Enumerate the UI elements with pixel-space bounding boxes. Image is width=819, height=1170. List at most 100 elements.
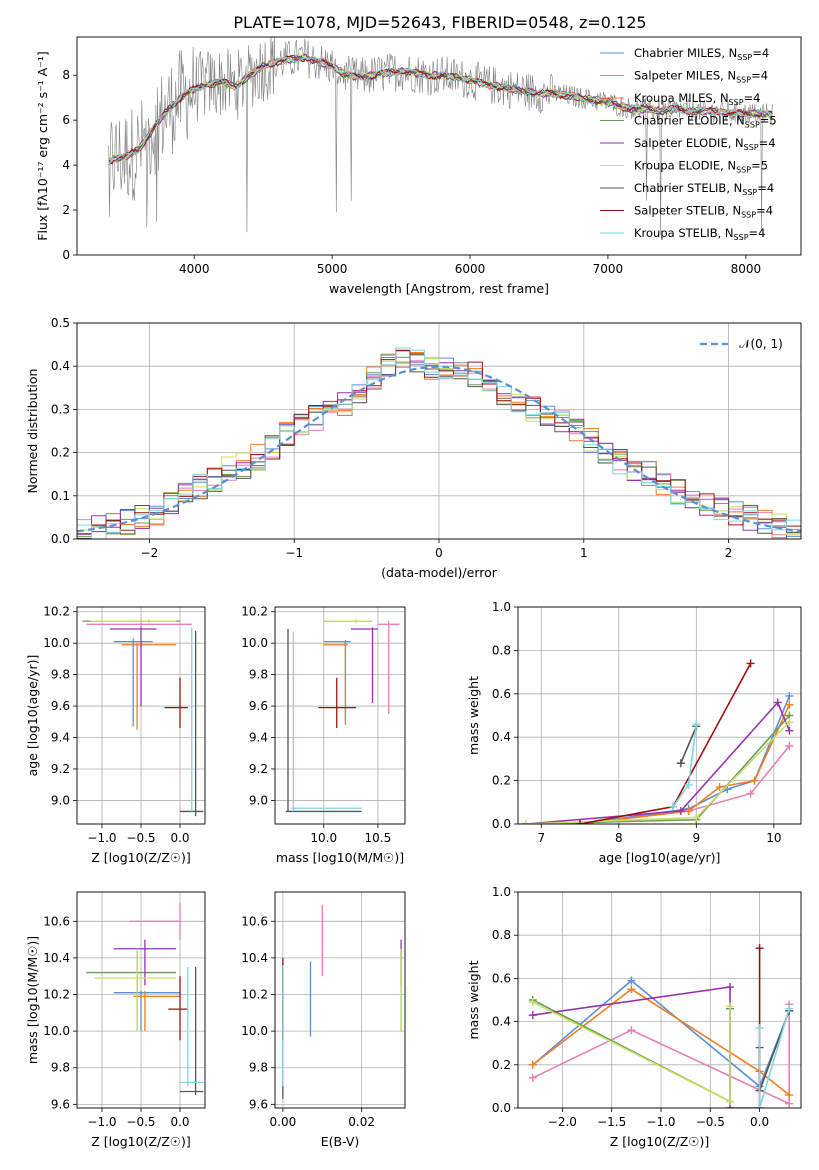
errorbar-chabrier-miles — [113, 990, 181, 1032]
axes-frame — [76, 606, 206, 825]
y-tick-label: 10.2 — [43, 605, 70, 619]
series-marker — [676, 759, 685, 768]
y-tick-label: 9.6 — [249, 699, 268, 713]
series-line — [532, 1004, 790, 1105]
mass-vs-Z-axes: −1.0 −0.5 0.0 9.6 9.8 10.0 10.2 10.4 10.6 Z [log1… — [25, 891, 206, 1149]
y-tick-label: 0.4 — [492, 730, 511, 744]
y-tick-label: 1.0 — [492, 885, 511, 899]
age-vs-mass-plot-area — [285, 619, 400, 813]
y-axis-label: mass weight — [466, 676, 481, 755]
legend-entry: Kroupa MILES, NSSP=4 — [634, 91, 760, 107]
legend-entry: Chabrier MILES, NSSP=4 — [634, 46, 769, 62]
y-tick-label: 0.6 — [492, 971, 511, 985]
axes-frame — [517, 891, 802, 1109]
x-tick-label: −1 — [285, 546, 303, 560]
y-tick-label: 9.4 — [249, 731, 268, 745]
x-tick-label: 10.0 — [310, 831, 337, 845]
model-line-salpeter-stelib — [108, 55, 773, 165]
x-tick-label: 6000 — [455, 262, 486, 276]
y-tick-label: 9.6 — [51, 699, 70, 713]
series-marker — [669, 802, 678, 811]
x-tick-label: 4000 — [179, 262, 210, 276]
y-tick-label: 0.0 — [492, 1101, 511, 1115]
massweight-vs-age-axes: 7 8 9 10 0.0 0.2 0.4 0.6 0.8 1.0 age [log10(age/yr… — [466, 600, 802, 865]
histogram-chabrier-stelib — [77, 349, 801, 539]
legend-entry: Salpeter MILES, NSSP=4 — [634, 69, 768, 85]
y-tick-label: 10.6 — [241, 914, 268, 928]
series-marker — [627, 976, 636, 985]
axes-frame — [76, 36, 802, 256]
series-marker — [726, 983, 735, 992]
series-marker — [627, 985, 636, 994]
y-tick-label: 4 — [62, 158, 70, 172]
x-axis-label: (data-model)/error — [381, 565, 498, 580]
y-axis-label: age [log10(age/yr)] — [25, 655, 40, 777]
series-marker — [684, 780, 693, 789]
x-tick-label: −1.0 — [646, 1115, 675, 1129]
spectrum-axes: 4000 5000 6000 7000 8000 0 2 4 6 8 wavelength [Ang… — [35, 36, 802, 296]
errorbar-kroupa-miles — [133, 990, 181, 1032]
series-marker — [785, 1099, 794, 1108]
y-tick-label: 6 — [62, 113, 70, 127]
histogram-kroupa-stelib — [77, 347, 801, 539]
errorbar-kroupa-elodie — [323, 619, 373, 623]
series-marker — [528, 1060, 537, 1069]
series-marker — [755, 944, 764, 953]
massweight-vs-age-plot-area — [521, 659, 794, 824]
series-kroupa-elodie — [521, 718, 794, 824]
y-tick-label: 10.2 — [241, 988, 268, 1002]
model-line-kroupa-stelib — [108, 56, 773, 165]
series-marker — [785, 1004, 794, 1013]
x-tick-label: 7000 — [593, 262, 624, 276]
y-tick-label: 10.0 — [241, 636, 268, 650]
series-chabrier-elodie — [528, 996, 735, 1106]
y-axis-label: mass weight — [466, 960, 481, 1039]
residuals-axes: −2 −1 0 1 2 0.0 0.1 0.2 0.3 0.4 0.5 (data-model)/er… — [25, 316, 802, 580]
x-tick-label: 10.5 — [365, 831, 392, 845]
series-marker — [692, 813, 701, 822]
series-line — [758, 1008, 790, 1108]
y-tick-label: 0.0 — [51, 532, 70, 546]
y-tick-label: 0.2 — [51, 446, 70, 460]
x-tick-label: 10 — [766, 831, 781, 845]
y-tick-label: 0.6 — [492, 687, 511, 701]
x-tick-label: −1.0 — [87, 1115, 116, 1129]
errorbar-chabrier-stelib — [285, 629, 362, 813]
y-tick-label: 8 — [62, 68, 70, 82]
y-tick-label: 10.0 — [43, 636, 70, 650]
y-tick-label: 0.4 — [51, 359, 70, 373]
series-kroupa-stelib — [669, 720, 701, 811]
model-line-chabrier-stelib — [108, 54, 773, 164]
series-marker — [785, 1091, 794, 1100]
y-tick-label: 9.8 — [249, 668, 268, 682]
series-line — [579, 695, 791, 824]
y-tick-label: 10.2 — [43, 988, 70, 1002]
axes-frame — [517, 606, 802, 825]
legend-entry: Kroupa ELODIE, NSSP=5 — [634, 159, 768, 175]
series-marker — [528, 1073, 537, 1082]
x-tick-label: −1.5 — [597, 1115, 626, 1129]
data-spectrum — [108, 37, 774, 236]
x-axis-label: Z [log10(Z/Z☉)] — [610, 1134, 710, 1149]
axes-frame — [76, 322, 802, 540]
y-tick-label: 9.6 — [249, 1097, 268, 1111]
y-tick-label: 0 — [62, 248, 70, 262]
errorbar-salpeter-miles — [129, 902, 181, 940]
series-salpeter-elodie — [528, 983, 764, 1108]
x-tick-label: 0.00 — [270, 1115, 297, 1129]
age-vs-Z-plot-area — [82, 619, 204, 817]
errorbar-chabrier-stelib — [180, 967, 204, 1096]
x-axis-label: wavelength [Angstrom, rest frame] — [329, 281, 549, 296]
legend: Chabrier MILES, NSSP=4 Salpeter MILES, NS… — [600, 46, 777, 242]
x-tick-label: 8000 — [731, 262, 762, 276]
series-marker — [692, 720, 701, 729]
series-marker — [785, 726, 794, 735]
series-line — [680, 726, 698, 764]
y-axis-label: Flux [fλ10⁻¹⁷ erg cm⁻² s⁻¹ A⁻¹] — [35, 51, 50, 240]
legend-entry: Salpeter STELIB, NSSP=4 — [634, 204, 773, 220]
mass-vs-Z-plot-area — [86, 902, 204, 1096]
y-tick-label: 9.8 — [51, 1061, 70, 1075]
errorbar-chabrier-elodie — [86, 948, 177, 1032]
x-tick-label: 0.0 — [170, 1115, 189, 1129]
x-tick-label: 1 — [580, 546, 588, 560]
